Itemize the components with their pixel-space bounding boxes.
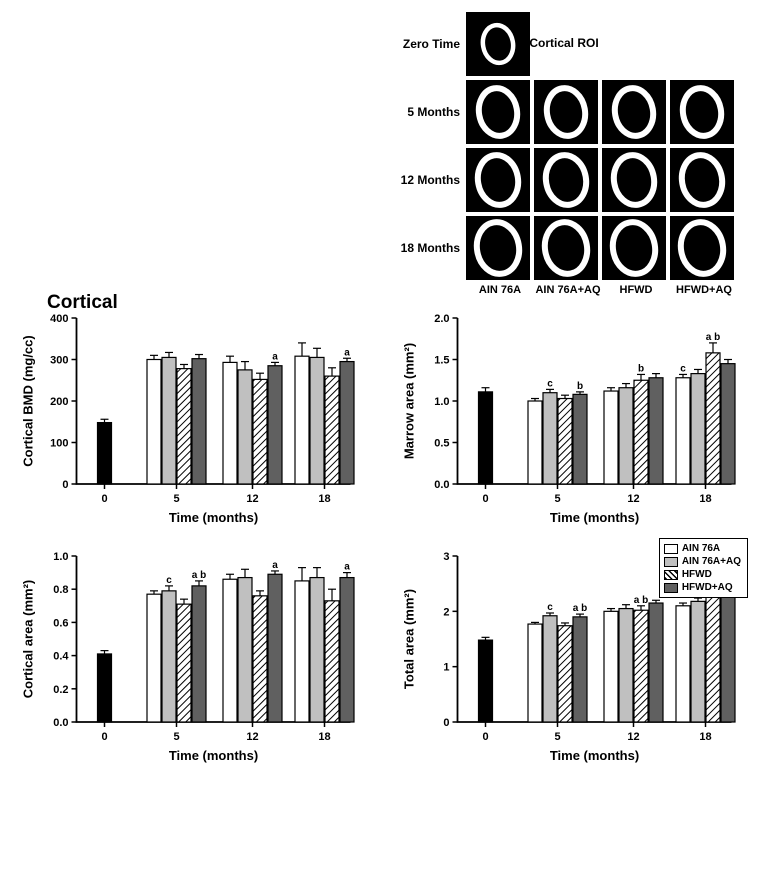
roi-col-label: HFWD+AQ — [670, 284, 738, 296]
svg-text:Time (months): Time (months) — [550, 510, 639, 525]
svg-text:100: 100 — [50, 438, 68, 450]
svg-text:18: 18 — [318, 493, 330, 505]
roi-cell — [534, 148, 598, 212]
svg-text:0.2: 0.2 — [53, 684, 68, 696]
svg-text:c: c — [166, 575, 172, 586]
svg-text:Total area (mm²): Total area (mm²) — [402, 589, 417, 689]
svg-text:5: 5 — [554, 493, 560, 505]
svg-text:b: b — [577, 381, 583, 392]
roi-row: 18 Months — [392, 216, 750, 280]
svg-text:0: 0 — [482, 731, 488, 743]
svg-text:0.4: 0.4 — [53, 651, 69, 663]
svg-text:0: 0 — [101, 493, 107, 505]
svg-text:12: 12 — [627, 731, 639, 743]
svg-text:0.0: 0.0 — [434, 479, 449, 491]
svg-text:a: a — [344, 562, 350, 573]
svg-text:Time (months): Time (months) — [169, 748, 258, 763]
roi-cell — [466, 80, 530, 144]
svg-text:3: 3 — [443, 551, 449, 563]
roi-row-label: 5 Months — [392, 105, 466, 119]
svg-text:0: 0 — [482, 493, 488, 505]
svg-text:5: 5 — [173, 731, 179, 743]
legend-swatch-hfwdaq — [664, 583, 678, 593]
roi-cell — [670, 216, 734, 280]
svg-text:a b: a b — [573, 603, 587, 614]
roi-cell — [670, 80, 734, 144]
legend-swatch-ainaq — [664, 557, 678, 567]
svg-text:0.6: 0.6 — [53, 617, 68, 629]
roi-row: 5 Months — [392, 80, 750, 144]
svg-text:0: 0 — [443, 717, 449, 729]
chart-marrow: 0.0 0.5 1.0 1.5 2.0 0 5 c b 12 b 18 c a b Marrow area … — [393, 304, 750, 536]
svg-text:a: a — [272, 351, 278, 362]
roi-cell — [670, 148, 734, 212]
svg-text:Time (months): Time (months) — [169, 510, 258, 525]
svg-text:a b: a b — [706, 332, 720, 343]
svg-text:1.0: 1.0 — [434, 396, 449, 408]
roi-cell — [602, 80, 666, 144]
legend-label: HFWD+AQ — [682, 581, 733, 594]
svg-text:1: 1 — [443, 662, 449, 674]
chart-cortical-area: 0.0 0.2 0.4 0.6 0.8 1.0 0 5 c a b 12 a 18 a Cortical a… — [12, 542, 369, 774]
svg-text:a b: a b — [192, 570, 206, 581]
roi-row: 12 Months — [392, 148, 750, 212]
svg-text:0.8: 0.8 — [53, 584, 68, 596]
svg-text:Cortical BMD (mg/cc): Cortical BMD (mg/cc) — [21, 335, 36, 466]
roi-cell — [534, 80, 598, 144]
top-section: Cortical Male - Cortical ROI Zero Time5 … — [12, 12, 750, 296]
svg-text:400: 400 — [50, 313, 68, 325]
legend-swatch-hfwd — [664, 570, 678, 580]
roi-cell — [534, 216, 598, 280]
roi-cell — [466, 216, 530, 280]
roi-col-label: AIN 76A+AQ — [534, 284, 602, 296]
roi-row-label: 18 Months — [392, 241, 466, 255]
roi-cell — [602, 148, 666, 212]
chart-bmd: 0 100 200 300 400 0 5 12 a 18 a Cortical BMD (mg/cc… — [12, 304, 369, 536]
svg-text:2.0: 2.0 — [434, 313, 449, 325]
svg-text:c: c — [547, 602, 553, 613]
svg-text:18: 18 — [699, 493, 711, 505]
charts-grid: 01002003004000512a18aCortical BMD (mg/cc… — [12, 304, 750, 774]
svg-text:Marrow area (mm²): Marrow area (mm²) — [402, 343, 417, 459]
legend-label: AIN 76A — [682, 542, 720, 555]
legend-label: AIN 76A+AQ — [682, 555, 741, 568]
svg-text:c: c — [547, 378, 553, 389]
legend-swatch-ain — [664, 544, 678, 554]
roi-col-label: HFWD — [602, 284, 670, 296]
svg-text:Time (months): Time (months) — [550, 748, 639, 763]
legend-label: HFWD — [682, 568, 712, 581]
roi-col-label: AIN 76A — [466, 284, 534, 296]
roi-image-grid: Male - Cortical ROI Zero Time5 Months12 … — [392, 12, 750, 296]
roi-row-label: Zero Time — [392, 37, 466, 51]
svg-text:a b: a b — [634, 595, 648, 606]
svg-text:0: 0 — [101, 731, 107, 743]
svg-text:b: b — [638, 363, 644, 374]
svg-text:a: a — [272, 560, 278, 571]
legend-box: AIN 76A AIN 76A+AQ HFWD HFWD+AQ — [659, 538, 748, 598]
svg-text:18: 18 — [699, 731, 711, 743]
svg-text:12: 12 — [246, 493, 258, 505]
roi-cell — [602, 216, 666, 280]
svg-text:0.0: 0.0 — [53, 717, 68, 729]
svg-text:200: 200 — [50, 396, 68, 408]
roi-cell — [466, 148, 530, 212]
svg-text:c: c — [680, 363, 686, 374]
svg-text:18: 18 — [318, 731, 330, 743]
svg-text:5: 5 — [173, 493, 179, 505]
chart-total-area: 012305ca b12a b18cbTotal area (mm²)Time … — [393, 542, 750, 774]
roi-cell — [466, 12, 530, 76]
svg-text:0: 0 — [62, 479, 68, 491]
svg-text:12: 12 — [627, 493, 639, 505]
svg-text:1.5: 1.5 — [434, 355, 449, 367]
svg-text:12: 12 — [246, 731, 258, 743]
svg-text:5: 5 — [554, 731, 560, 743]
roi-row-label: 12 Months — [392, 173, 466, 187]
svg-text:0.5: 0.5 — [434, 438, 449, 450]
svg-text:2: 2 — [443, 606, 449, 618]
svg-text:a: a — [344, 347, 350, 358]
svg-text:300: 300 — [50, 355, 68, 367]
svg-text:Cortical area (mm²): Cortical area (mm²) — [21, 580, 36, 698]
svg-text:1.0: 1.0 — [53, 551, 68, 563]
